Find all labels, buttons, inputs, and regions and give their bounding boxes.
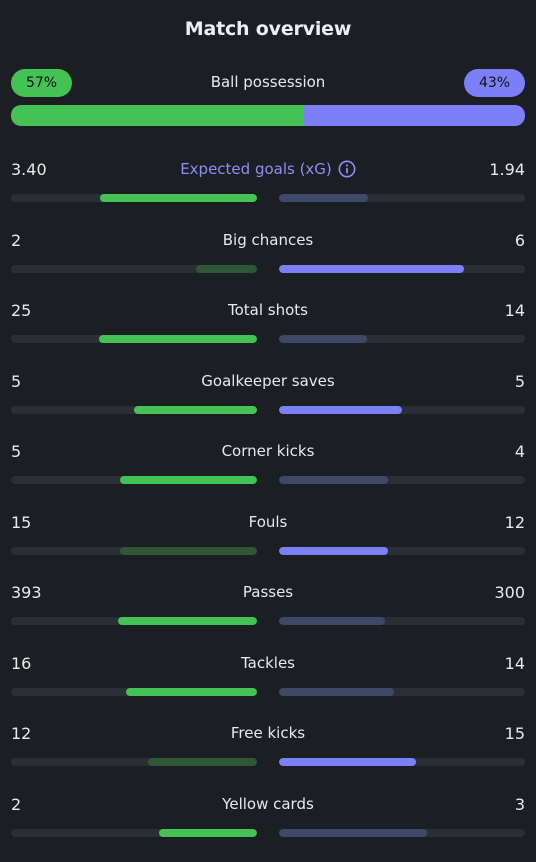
away-bar-fill <box>279 758 416 766</box>
home-bar-track <box>11 547 257 555</box>
stat-label: Big chances <box>11 231 525 249</box>
away-value: 3 <box>515 795 525 814</box>
home-bar-fill <box>134 406 257 414</box>
stat-row: 393 Passes 300 <box>11 580 525 651</box>
stat-label: Corner kicks <box>11 442 525 460</box>
stat-label-text: Passes <box>243 583 293 601</box>
stat-row: 16 Tackles 14 <box>11 651 525 722</box>
stat-label-text: Corner kicks <box>222 442 315 460</box>
home-bar-track <box>11 194 257 202</box>
away-value: 14 <box>505 654 525 673</box>
stat-label: Free kicks <box>11 724 525 742</box>
away-value: 5 <box>515 372 525 391</box>
home-bar-fill <box>120 476 257 484</box>
stat-label: Passes <box>11 583 525 601</box>
away-value: 4 <box>515 442 525 461</box>
home-bar-track <box>11 688 257 696</box>
stat-label: Fouls <box>11 513 525 531</box>
home-bar-track <box>11 476 257 484</box>
away-possession-fill <box>304 105 525 126</box>
stat-label[interactable]: Expected goals (xG) <box>11 160 525 178</box>
away-bar-track <box>279 829 525 837</box>
stat-label: Goalkeeper saves <box>11 372 525 390</box>
stat-bars <box>11 406 525 414</box>
away-bar-fill <box>279 829 427 837</box>
home-bar-fill <box>159 829 257 837</box>
stat-label: Yellow cards <box>11 795 525 813</box>
stat-label-text: Goalkeeper saves <box>201 372 334 390</box>
stat-row: 12 Free kicks 15 <box>11 721 525 792</box>
stat-bars <box>11 335 525 343</box>
away-bar-track <box>279 547 525 555</box>
stat-row: 25 Total shots 14 <box>11 298 525 369</box>
away-bar-track <box>279 617 525 625</box>
stat-bars <box>11 758 525 766</box>
away-bar-fill <box>279 335 367 343</box>
away-bar-fill <box>279 476 388 484</box>
stat-label: Total shots <box>11 301 525 319</box>
stat-label: Tackles <box>11 654 525 672</box>
away-value: 6 <box>515 231 525 250</box>
away-bar-track <box>279 688 525 696</box>
stats-list: 3.40 Expected goals (xG) 1.94 2 Big chan… <box>11 157 525 862</box>
stat-label-text: Tackles <box>241 654 295 672</box>
home-bar-track <box>11 617 257 625</box>
stat-bars <box>11 194 525 202</box>
away-bar-fill <box>279 194 368 202</box>
away-bar-track <box>279 406 525 414</box>
away-bar-track <box>279 194 525 202</box>
home-bar-fill <box>99 335 257 343</box>
stat-row: 2 Big chances 6 <box>11 228 525 299</box>
home-bar-track <box>11 829 257 837</box>
possession-label: Ball possession <box>11 73 525 91</box>
away-bar-track <box>279 335 525 343</box>
stat-bars <box>11 547 525 555</box>
home-bar-fill <box>100 194 257 202</box>
home-possession-fill <box>11 105 304 126</box>
away-bar-track <box>279 265 525 273</box>
stat-label-text: Yellow cards <box>222 795 314 813</box>
home-bar-fill <box>118 617 258 625</box>
stat-label-text: Fouls <box>249 513 288 531</box>
stat-bars <box>11 617 525 625</box>
away-value: 15 <box>505 724 525 743</box>
info-icon[interactable] <box>338 160 356 178</box>
away-bar-fill <box>279 688 394 696</box>
stat-row: 5 Corner kicks 4 <box>11 439 525 510</box>
home-bar-track <box>11 335 257 343</box>
away-bar-fill <box>279 265 464 273</box>
stat-bars <box>11 265 525 273</box>
possession-bar <box>11 105 525 126</box>
away-bar-fill <box>279 617 385 625</box>
away-possession-badge: 43% <box>464 69 525 97</box>
stat-label-text: Total shots <box>228 301 308 319</box>
stat-label-text: Big chances <box>223 231 314 249</box>
away-value: 14 <box>505 301 525 320</box>
home-bar-track <box>11 265 257 273</box>
away-bar-fill <box>279 406 402 414</box>
stat-bars <box>11 476 525 484</box>
home-bar-fill <box>196 265 258 273</box>
stat-label-text: Free kicks <box>231 724 305 742</box>
away-bar-fill <box>279 547 388 555</box>
away-value: 12 <box>505 513 525 532</box>
away-bar-track <box>279 758 525 766</box>
stat-label-text: Expected goals (xG) <box>180 160 332 178</box>
stat-row: 2 Yellow cards 3 <box>11 792 525 862</box>
away-value: 1.94 <box>489 160 525 179</box>
stat-row: 5 Goalkeeper saves 5 <box>11 369 525 440</box>
home-bar-fill <box>120 547 257 555</box>
away-bar-track <box>279 476 525 484</box>
stat-row: 3.40 Expected goals (xG) 1.94 <box>11 157 525 228</box>
stat-bars <box>11 688 525 696</box>
home-bar-fill <box>148 758 257 766</box>
possession-header: 57% Ball possession 43% <box>11 69 525 97</box>
home-bar-track <box>11 406 257 414</box>
away-value: 300 <box>494 583 525 602</box>
stat-bars <box>11 829 525 837</box>
home-bar-fill <box>126 688 257 696</box>
section-title: Match overview <box>0 18 536 40</box>
home-bar-track <box>11 758 257 766</box>
stat-row: 15 Fouls 12 <box>11 510 525 581</box>
